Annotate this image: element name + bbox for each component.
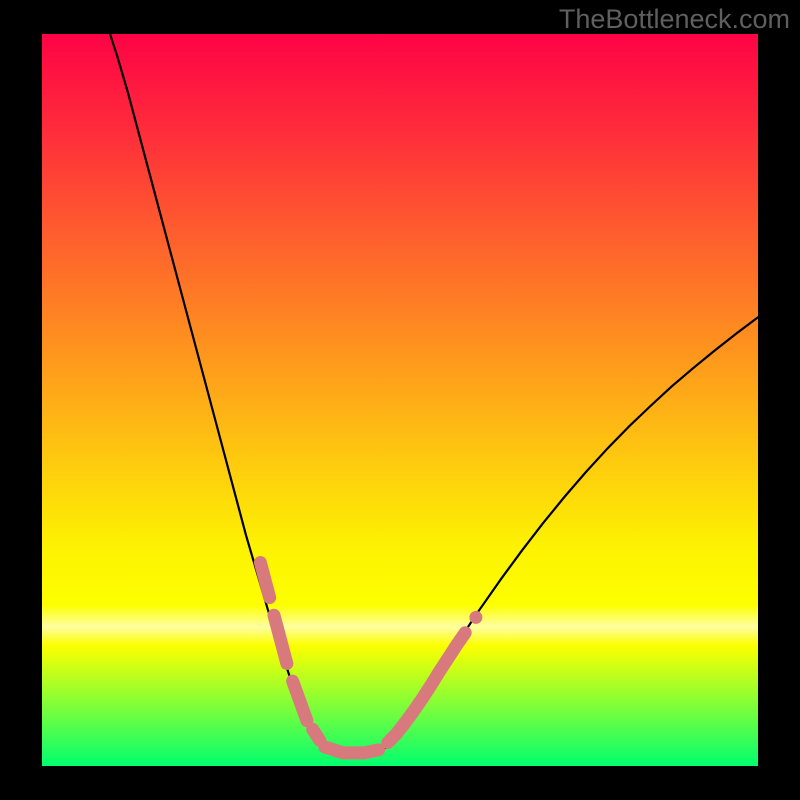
bottleneck-curve xyxy=(110,34,758,754)
chart-container: TheBottleneck.com xyxy=(0,0,800,800)
marker-dot-0 xyxy=(469,611,482,624)
marker-cluster-2 xyxy=(293,681,307,721)
marker-cluster-1 xyxy=(274,615,287,663)
marker-cluster-0 xyxy=(260,563,269,598)
plot-svg xyxy=(0,0,800,800)
marker-cluster-3 xyxy=(313,729,320,740)
marker-cluster-5 xyxy=(388,633,465,743)
watermark-text: TheBottleneck.com xyxy=(559,4,790,35)
marker-cluster-4 xyxy=(325,747,379,753)
